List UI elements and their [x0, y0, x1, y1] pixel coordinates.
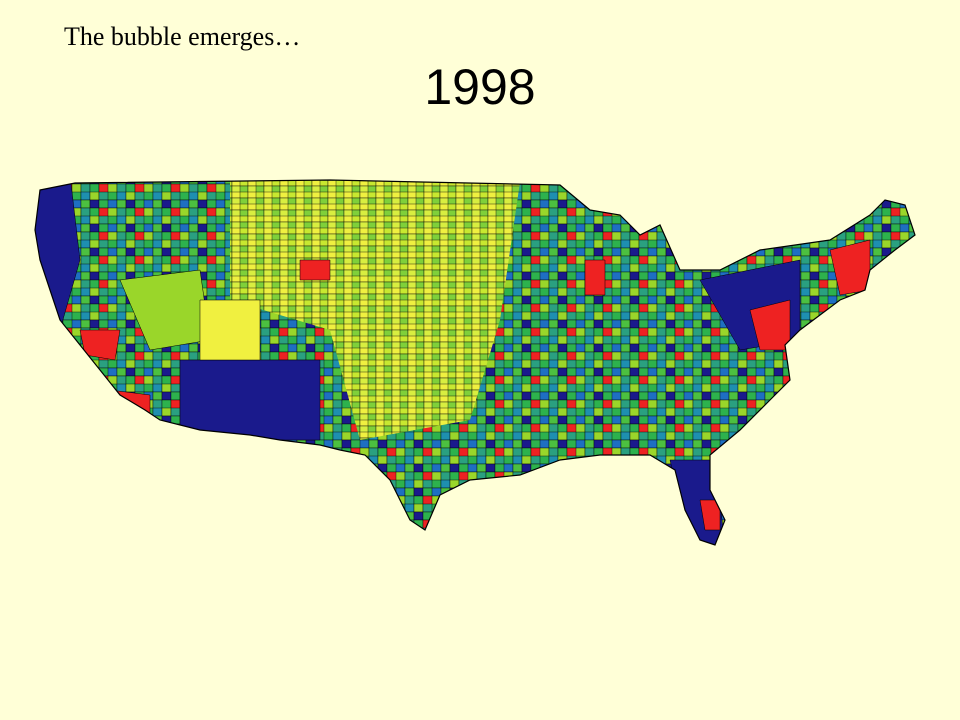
counties [35, 180, 915, 545]
title: 1998 [424, 59, 536, 115]
subtitle: The bubble emerges… [64, 22, 301, 51]
